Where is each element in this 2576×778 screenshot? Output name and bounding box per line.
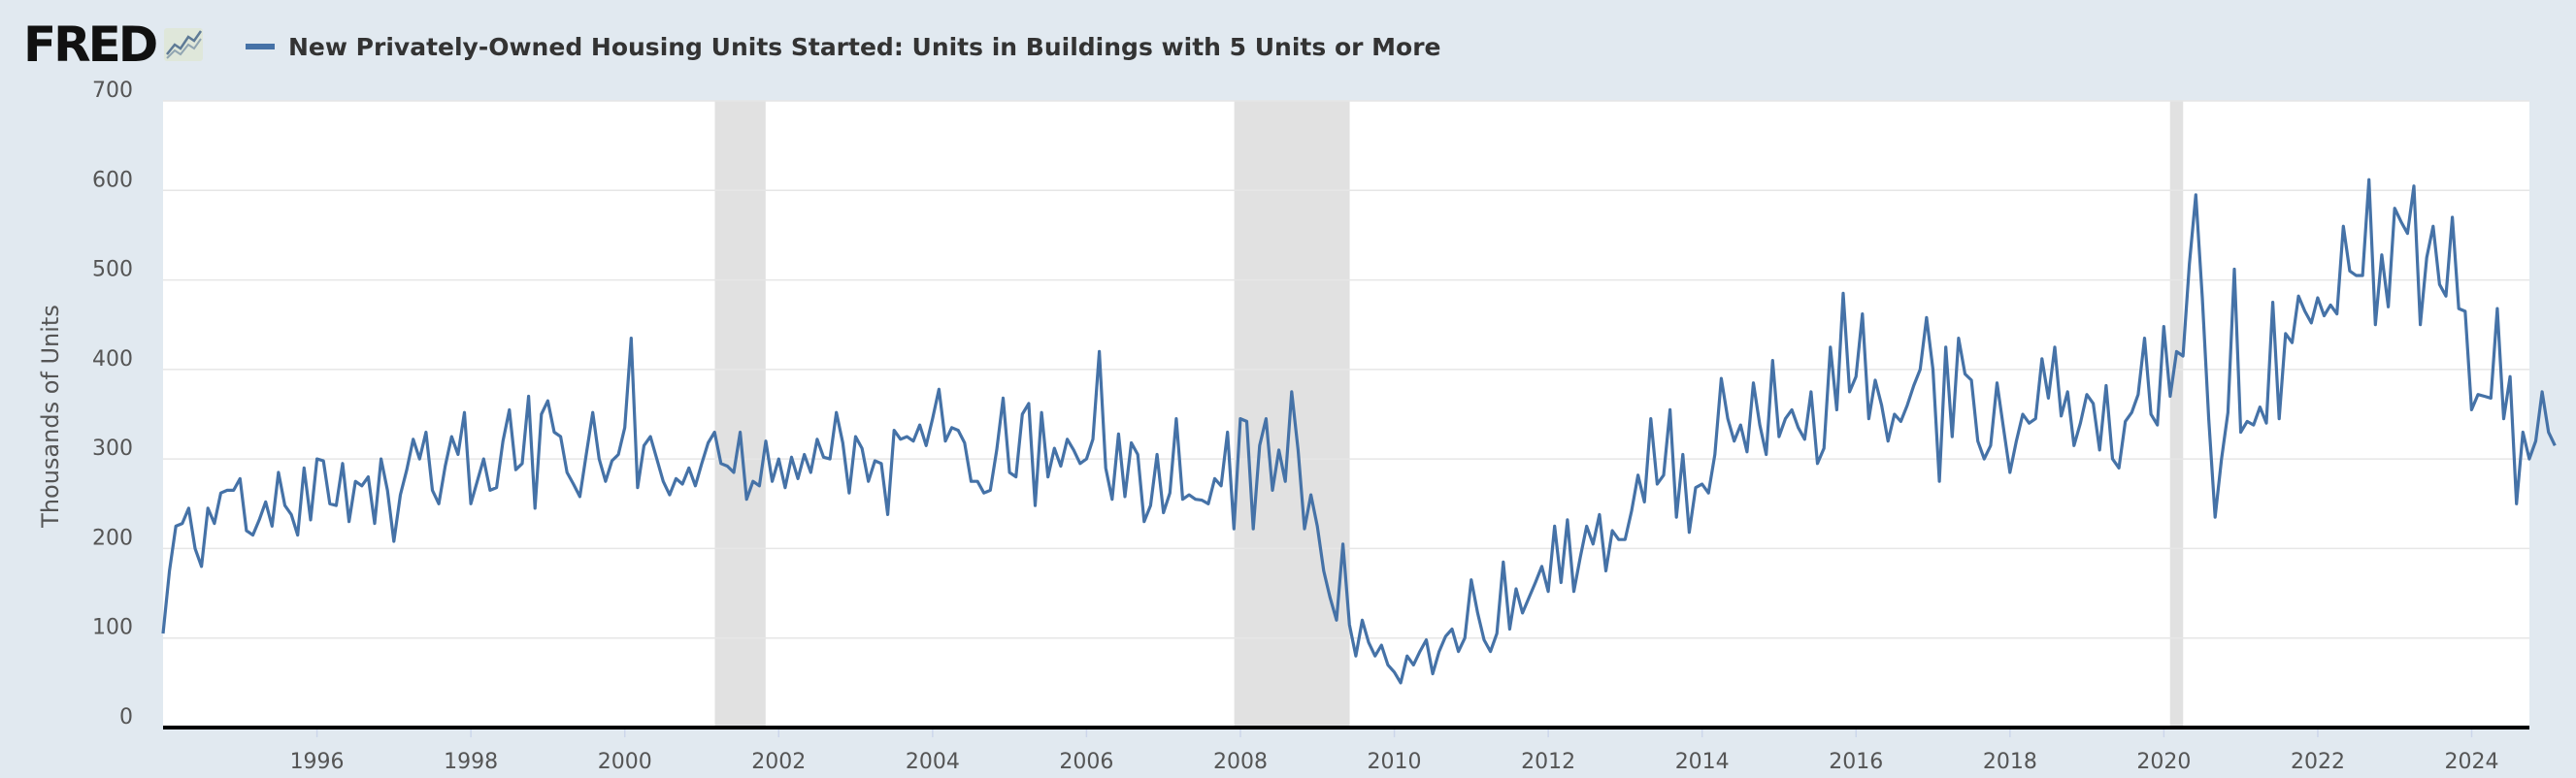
- y-tick-label: 400: [92, 347, 133, 372]
- y-tick-label: 600: [92, 168, 133, 192]
- legend[interactable]: New Privately-Owned Housing Units Starte…: [246, 27, 1441, 66]
- x-tick-label: 2006: [1059, 750, 1113, 774]
- y-tick-label: 0: [119, 705, 133, 729]
- x-tick-label: 2004: [906, 750, 960, 774]
- y-axis-label: Thousands of Units: [37, 305, 64, 529]
- legend-label: New Privately-Owned Housing Units Starte…: [288, 32, 1441, 61]
- chart-header: FRED New Privately-Owned Housing Units S…: [0, 0, 2576, 92]
- grid-lines: [163, 100, 2529, 639]
- recession-band: [2169, 101, 2184, 728]
- x-tick-label: 2022: [2291, 750, 2345, 774]
- recession-band: [1234, 101, 1350, 728]
- x-tick-label: 1998: [444, 750, 498, 774]
- x-tick-label: 2014: [1675, 750, 1730, 774]
- x-tick-label: 2002: [751, 750, 806, 774]
- x-tick-label: 2000: [598, 750, 652, 774]
- legend-swatch: [246, 44, 275, 49]
- x-tick-label: 2010: [1368, 750, 1422, 774]
- fred-logo[interactable]: FRED: [23, 16, 204, 74]
- x-tick-label: 2020: [2136, 750, 2191, 774]
- fred-logo-text: FRED: [23, 16, 158, 73]
- y-tick-label: 300: [92, 437, 133, 461]
- x-tick-label: 2024: [2445, 750, 2499, 774]
- y-tick-label: 100: [92, 616, 133, 640]
- y-axis-ticks: 0 100 200 300 400 500 600 700: [92, 79, 133, 729]
- x-axis-ticks: 1996 1998 2000 2002 2004 2006 2008 2010 2012 2014…: [290, 728, 2499, 774]
- y-tick-label: 200: [92, 526, 133, 550]
- y-tick-label: 700: [92, 79, 133, 103]
- x-tick-label: 2016: [1829, 750, 1883, 774]
- y-tick-label: 500: [92, 258, 133, 282]
- x-tick-label: 2012: [1521, 750, 1575, 774]
- recession-band: [714, 101, 766, 728]
- x-tick-label: 1996: [290, 750, 345, 774]
- x-tick-label: 2008: [1213, 750, 1268, 774]
- series-line[interactable]: [161, 178, 2557, 685]
- line-graph-icon: [164, 28, 204, 61]
- recession-shading: [714, 101, 2184, 728]
- x-tick-label: 2018: [1983, 750, 2037, 774]
